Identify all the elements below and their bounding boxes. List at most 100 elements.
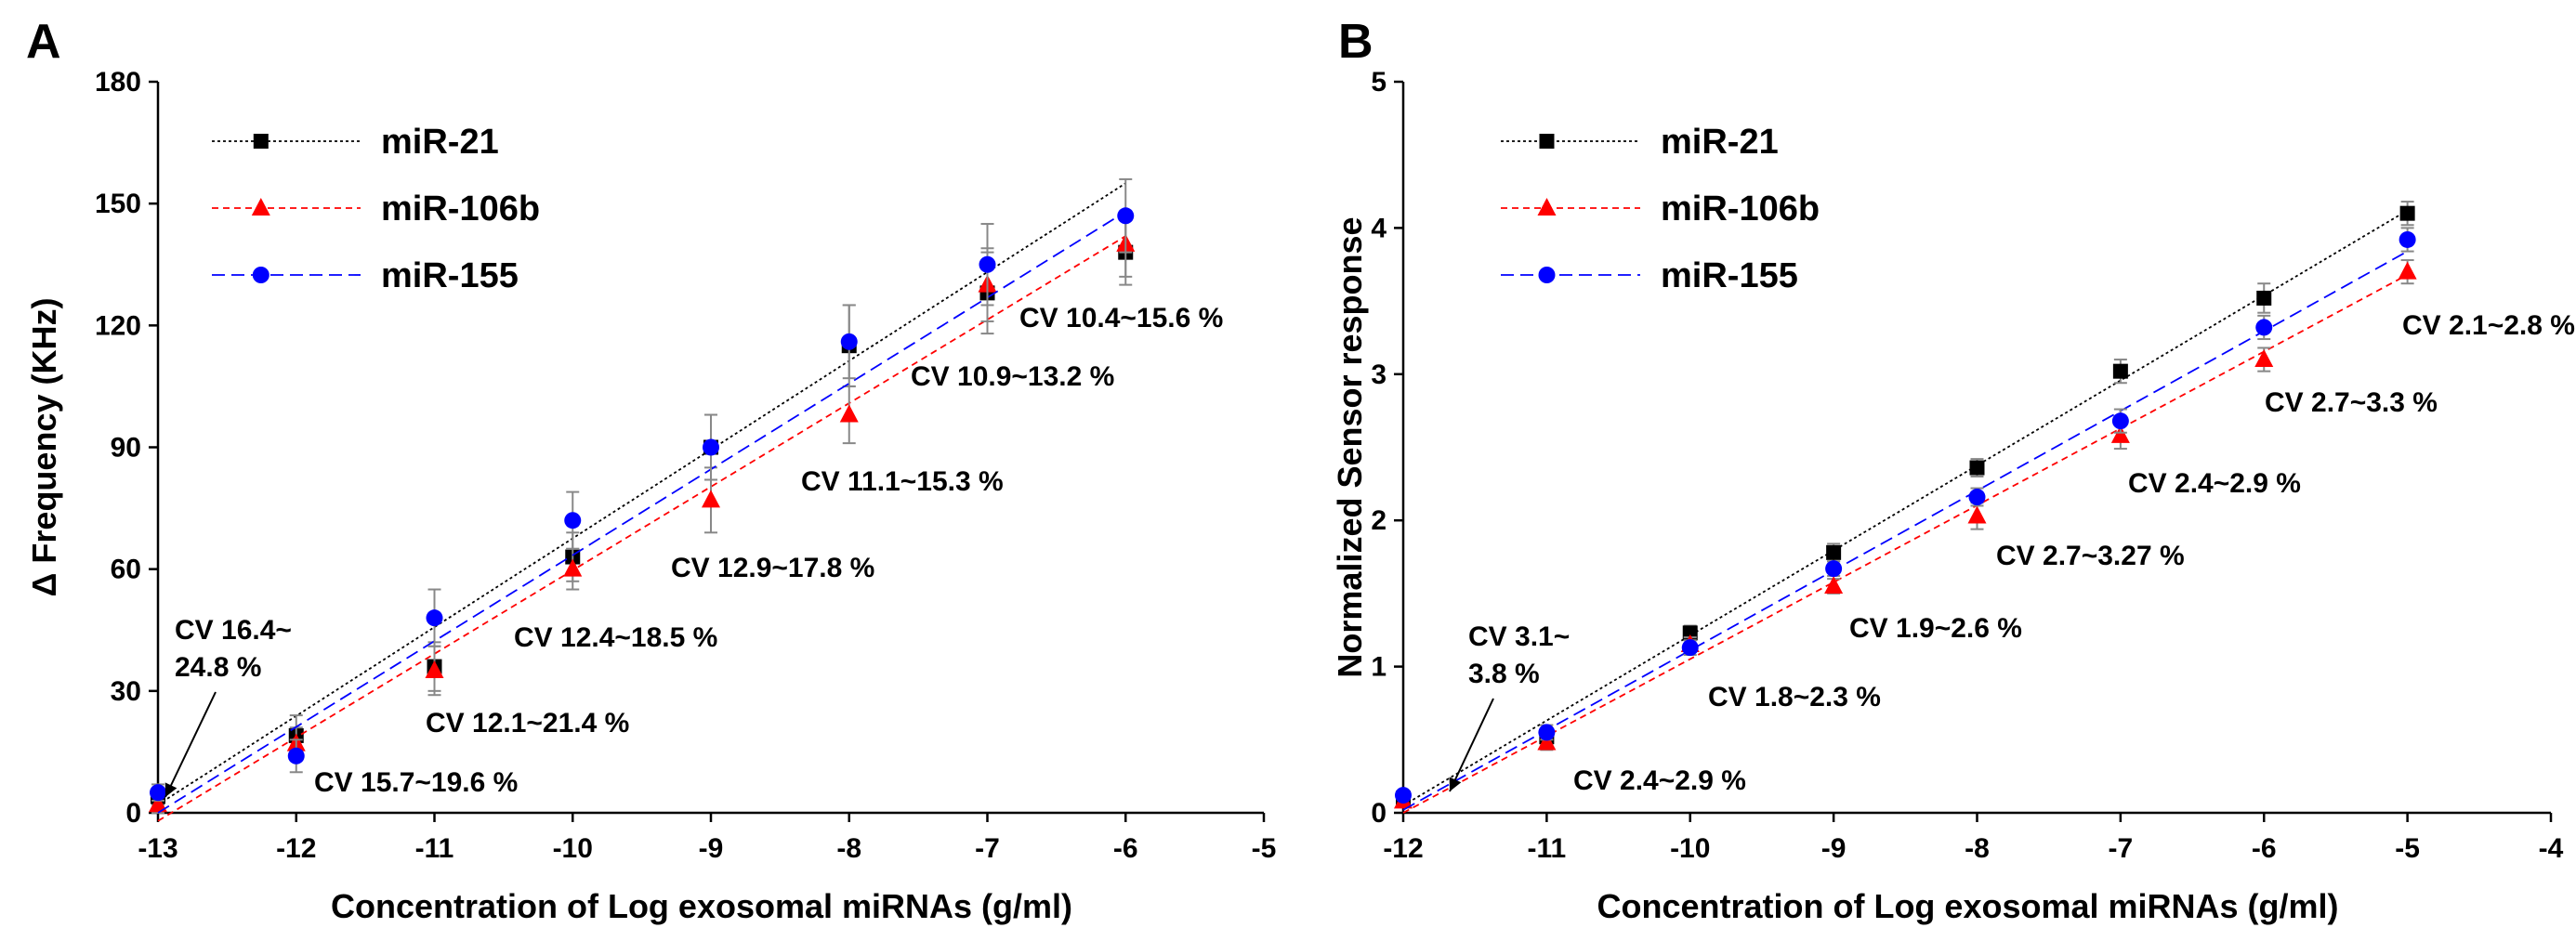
annotation-arrow	[164, 691, 217, 798]
data-point	[839, 404, 859, 423]
data-point	[2254, 349, 2274, 368]
x-axis-title: Concentration of Log exosomal miRNAs (g/…	[331, 887, 1072, 925]
trend-line	[1402, 273, 2409, 814]
y-tick-label: 4	[1371, 213, 1387, 243]
data-point	[1537, 732, 1557, 751]
cv-annotation: CV 10.4~15.6 %	[1019, 303, 1223, 333]
data-point	[1824, 576, 1844, 595]
data-point	[1968, 489, 1986, 506]
legend-marker	[1538, 267, 1556, 283]
x-tick-label: -13	[138, 833, 177, 864]
annotation-arrow	[1449, 698, 1494, 792]
cv-annotation: CV 2.7~3.27 %	[1996, 541, 2185, 571]
legend-label: miR-21	[1661, 123, 1779, 162]
data-point	[2399, 230, 2416, 248]
cv-annotation: CV 2.4~2.9 %	[1573, 765, 1746, 796]
data-point	[564, 512, 582, 529]
cv-annotation: CV 10.9~13.2 %	[911, 361, 1114, 392]
y-tick-label: 120	[95, 310, 141, 341]
cv-annotation: CV 2.1~2.8 %	[2402, 310, 2575, 341]
legend-marker	[1537, 198, 1557, 216]
x-tick-label: -12	[1383, 833, 1423, 864]
x-tick-label: -12	[276, 833, 316, 864]
data-point	[2255, 319, 2273, 336]
data-point	[149, 794, 167, 813]
legend-marker	[253, 134, 269, 149]
trend-line	[1402, 209, 2409, 806]
annotation-arrowhead	[1449, 777, 1462, 791]
data-point	[702, 490, 720, 508]
trend-line	[1402, 250, 2409, 811]
cv-annotation: CV 3.1~	[1468, 621, 1570, 652]
data-point	[2110, 425, 2130, 443]
x-tick-label: -9	[699, 833, 724, 864]
legend-label: miR-106b	[1661, 190, 1820, 229]
legend-marker	[252, 267, 269, 283]
legend-label: miR-106b	[381, 190, 540, 229]
y-tick-label: 30	[111, 676, 141, 707]
cv-annotation: CV 2.7~3.3 %	[2265, 387, 2438, 418]
cv-annotation: CV 15.7~19.6 %	[314, 767, 518, 798]
panel-label: A	[26, 15, 61, 69]
x-tick-label: -5	[2395, 833, 2420, 864]
y-axis-title: Δ Frequency (KHz)	[25, 298, 63, 597]
legend-label: miR-155	[381, 256, 519, 295]
cv-annotation: CV 12.4~18.5 %	[514, 622, 717, 653]
data-point	[1826, 544, 1842, 560]
cv-annotation: CV 12.1~21.4 %	[426, 708, 629, 738]
cv-annotation: CV 16.4~	[175, 615, 292, 646]
legend-marker	[251, 198, 270, 216]
trend-line	[157, 235, 1126, 822]
y-tick-label: 90	[111, 433, 141, 464]
cv-annotation: CV 11.1~15.3 %	[801, 466, 1004, 497]
x-tick-label: -5	[1252, 833, 1277, 864]
data-point	[1538, 724, 1556, 741]
x-tick-label: -10	[1670, 833, 1710, 864]
data-point	[1681, 639, 1699, 657]
data-point	[2112, 363, 2128, 379]
data-point	[979, 255, 996, 273]
data-point	[703, 438, 719, 456]
data-point	[840, 333, 858, 350]
data-point	[1825, 560, 1843, 578]
y-tick-label: 180	[95, 67, 141, 98]
data-point	[563, 558, 583, 577]
x-tick-label: -7	[2109, 833, 2134, 864]
data-point	[150, 784, 166, 802]
y-axis-title: Normalized Sensor response	[1331, 216, 1369, 677]
data-point	[287, 747, 305, 765]
x-tick-label: -9	[1821, 833, 1847, 864]
data-point	[1967, 505, 1987, 524]
x-tick-label: -6	[2252, 833, 2277, 864]
y-tick-label: 150	[95, 189, 141, 219]
data-point	[2111, 412, 2129, 430]
data-point	[1395, 787, 1412, 804]
y-tick-label: 2	[1371, 505, 1387, 536]
trend-line	[157, 182, 1126, 806]
y-tick-label: 0	[125, 798, 141, 829]
y-tick-label: 5	[1371, 67, 1387, 98]
x-tick-label: -6	[1113, 833, 1138, 864]
cv-annotation: 24.8 %	[175, 652, 261, 683]
legend-label: miR-21	[381, 123, 499, 162]
cv-annotation: CV 1.8~2.3 %	[1708, 682, 1881, 712]
cv-annotation: CV 2.4~2.9 %	[2128, 468, 2301, 499]
cv-annotation: CV 12.9~17.8 %	[671, 553, 874, 583]
cv-annotation: CV 1.9~2.6 %	[1849, 613, 2022, 644]
series-mir-21	[1396, 201, 2415, 806]
y-tick-label: 3	[1371, 359, 1387, 390]
panel-label: B	[1338, 15, 1373, 69]
x-axis-title: Concentration of Log exosomal miRNAs (g/…	[1597, 887, 2338, 925]
y-tick-label: 0	[1371, 798, 1387, 829]
x-tick-label: -11	[415, 833, 454, 864]
data-point	[1117, 207, 1135, 225]
data-point	[426, 609, 443, 627]
panel-a-chart: A 0 30 60 90 120 150 180 -13 -12 -11 -10 -9 -8 -7 -6 -5 C…	[25, 15, 1276, 925]
x-tick-label: -8	[836, 833, 861, 864]
y-tick-label: 1	[1371, 652, 1387, 683]
x-tick-label: -7	[975, 833, 1000, 864]
series-mir-155	[1395, 227, 2416, 811]
data-point	[2256, 290, 2272, 306]
series-mir-155	[150, 177, 1135, 814]
